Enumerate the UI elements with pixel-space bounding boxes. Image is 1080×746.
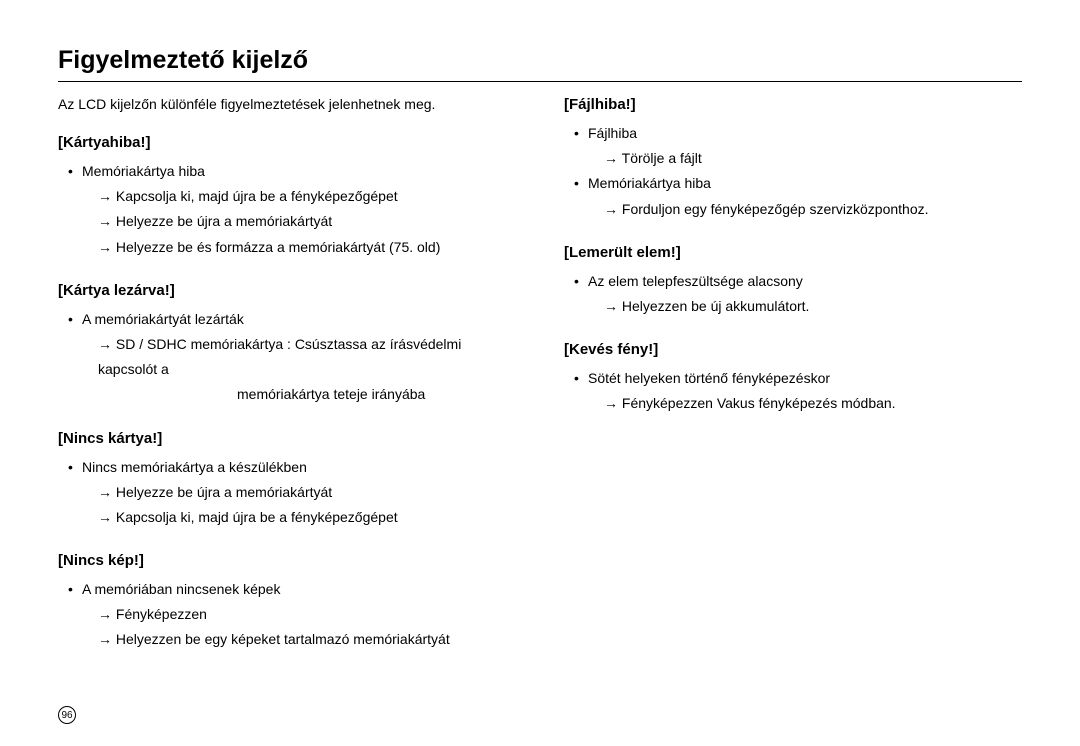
bullet-text: Fájlhiba (588, 125, 637, 141)
arrow-item: Helyezze be újra a memóriakártyát (82, 480, 516, 505)
list-item: Memóriakártya hiba Forduljon egy fénykép… (574, 171, 1022, 221)
arrow-item: Fényképezzen Vakus fényképezés módban. (588, 391, 1022, 416)
arrow-item: Helyezzen be új akkumulátort. (588, 294, 1022, 319)
title-divider (58, 81, 1022, 82)
arrow-item: Kapcsolja ki, majd újra be a fényképezőg… (82, 505, 516, 530)
list-item: Nincs memóriakártya a készülékben Helyez… (68, 455, 516, 531)
bullet-list: Az elem telepfeszültsége alacsony Helyez… (564, 269, 1022, 319)
section-title-no-card: [Nincs kártya!] (58, 430, 516, 447)
intro-text: Az LCD kijelzőn különféle figyelmeztetés… (58, 96, 516, 112)
bullet-text: Memóriakártya hiba (82, 163, 205, 179)
bullet-list: Sötét helyeken történő fényképezéskor Fé… (564, 366, 1022, 416)
list-item: A memóriában nincsenek képek Fényképezze… (68, 577, 516, 653)
arrow-item: Forduljon egy fényképezőgép szervizközpo… (588, 197, 1022, 222)
left-column: Az LCD kijelzőn különféle figyelmeztetés… (58, 96, 516, 653)
section-title-low-battery: [Lemerült elem!] (564, 244, 1022, 261)
bullet-list: A memóriakártyát lezárták SD / SDHC memó… (58, 307, 516, 408)
bullet-text: A memóriában nincsenek képek (82, 581, 280, 597)
section-title-file-error: [Fájlhiba!] (564, 96, 1022, 113)
list-item: Fájlhiba Törölje a fájlt (574, 121, 1022, 171)
right-column: [Fájlhiba!] Fájlhiba Törölje a fájlt Mem… (564, 96, 1022, 653)
bullet-list: Nincs memóriakártya a készülékben Helyez… (58, 455, 516, 531)
page-title: Figyelmeztető kijelző (58, 46, 1022, 75)
arrow-item: Kapcsolja ki, majd újra be a fényképezőg… (82, 184, 516, 209)
arrow-item: Helyezze be és formázza a memóriakártyát… (82, 235, 516, 260)
arrow-item: Helyezze be újra a memóriakártyát (82, 209, 516, 234)
page-number: 96 (58, 706, 76, 724)
arrow-item: Fényképezzen (82, 602, 516, 627)
bullet-text: A memóriakártyát lezárták (82, 311, 244, 327)
content-columns: Az LCD kijelzőn különféle figyelmeztetés… (58, 96, 1022, 653)
bullet-list: Memóriakártya hiba Kapcsolja ki, majd új… (58, 159, 516, 260)
list-item: Memóriakártya hiba Kapcsolja ki, majd új… (68, 159, 516, 260)
list-item: A memóriakártyát lezárták SD / SDHC memó… (68, 307, 516, 408)
list-item: Az elem telepfeszültsége alacsony Helyez… (574, 269, 1022, 319)
section-title-no-image: [Nincs kép!] (58, 552, 516, 569)
section-title-low-light: [Kevés fény!] (564, 341, 1022, 358)
page: Figyelmeztető kijelző Az LCD kijelzőn kü… (0, 0, 1080, 746)
section-title-card-error: [Kártyahiba!] (58, 134, 516, 151)
arrow-item-continuation: memóriakártya teteje irányába (82, 382, 516, 407)
bullet-text: Nincs memóriakártya a készülékben (82, 459, 307, 475)
bullet-text: Sötét helyeken történő fényképezéskor (588, 370, 830, 386)
bullet-text: Az elem telepfeszültsége alacsony (588, 273, 803, 289)
section-title-card-locked: [Kártya lezárva!] (58, 282, 516, 299)
arrow-item: Törölje a fájlt (588, 146, 1022, 171)
bullet-list: Fájlhiba Törölje a fájlt Memóriakártya h… (564, 121, 1022, 222)
bullet-list: A memóriában nincsenek képek Fényképezze… (58, 577, 516, 653)
bullet-text: Memóriakártya hiba (588, 175, 711, 191)
list-item: Sötét helyeken történő fényképezéskor Fé… (574, 366, 1022, 416)
arrow-item: Helyezzen be egy képeket tartalmazó memó… (82, 627, 516, 652)
arrow-item: SD / SDHC memóriakártya : Csúsztassa az … (82, 332, 516, 382)
